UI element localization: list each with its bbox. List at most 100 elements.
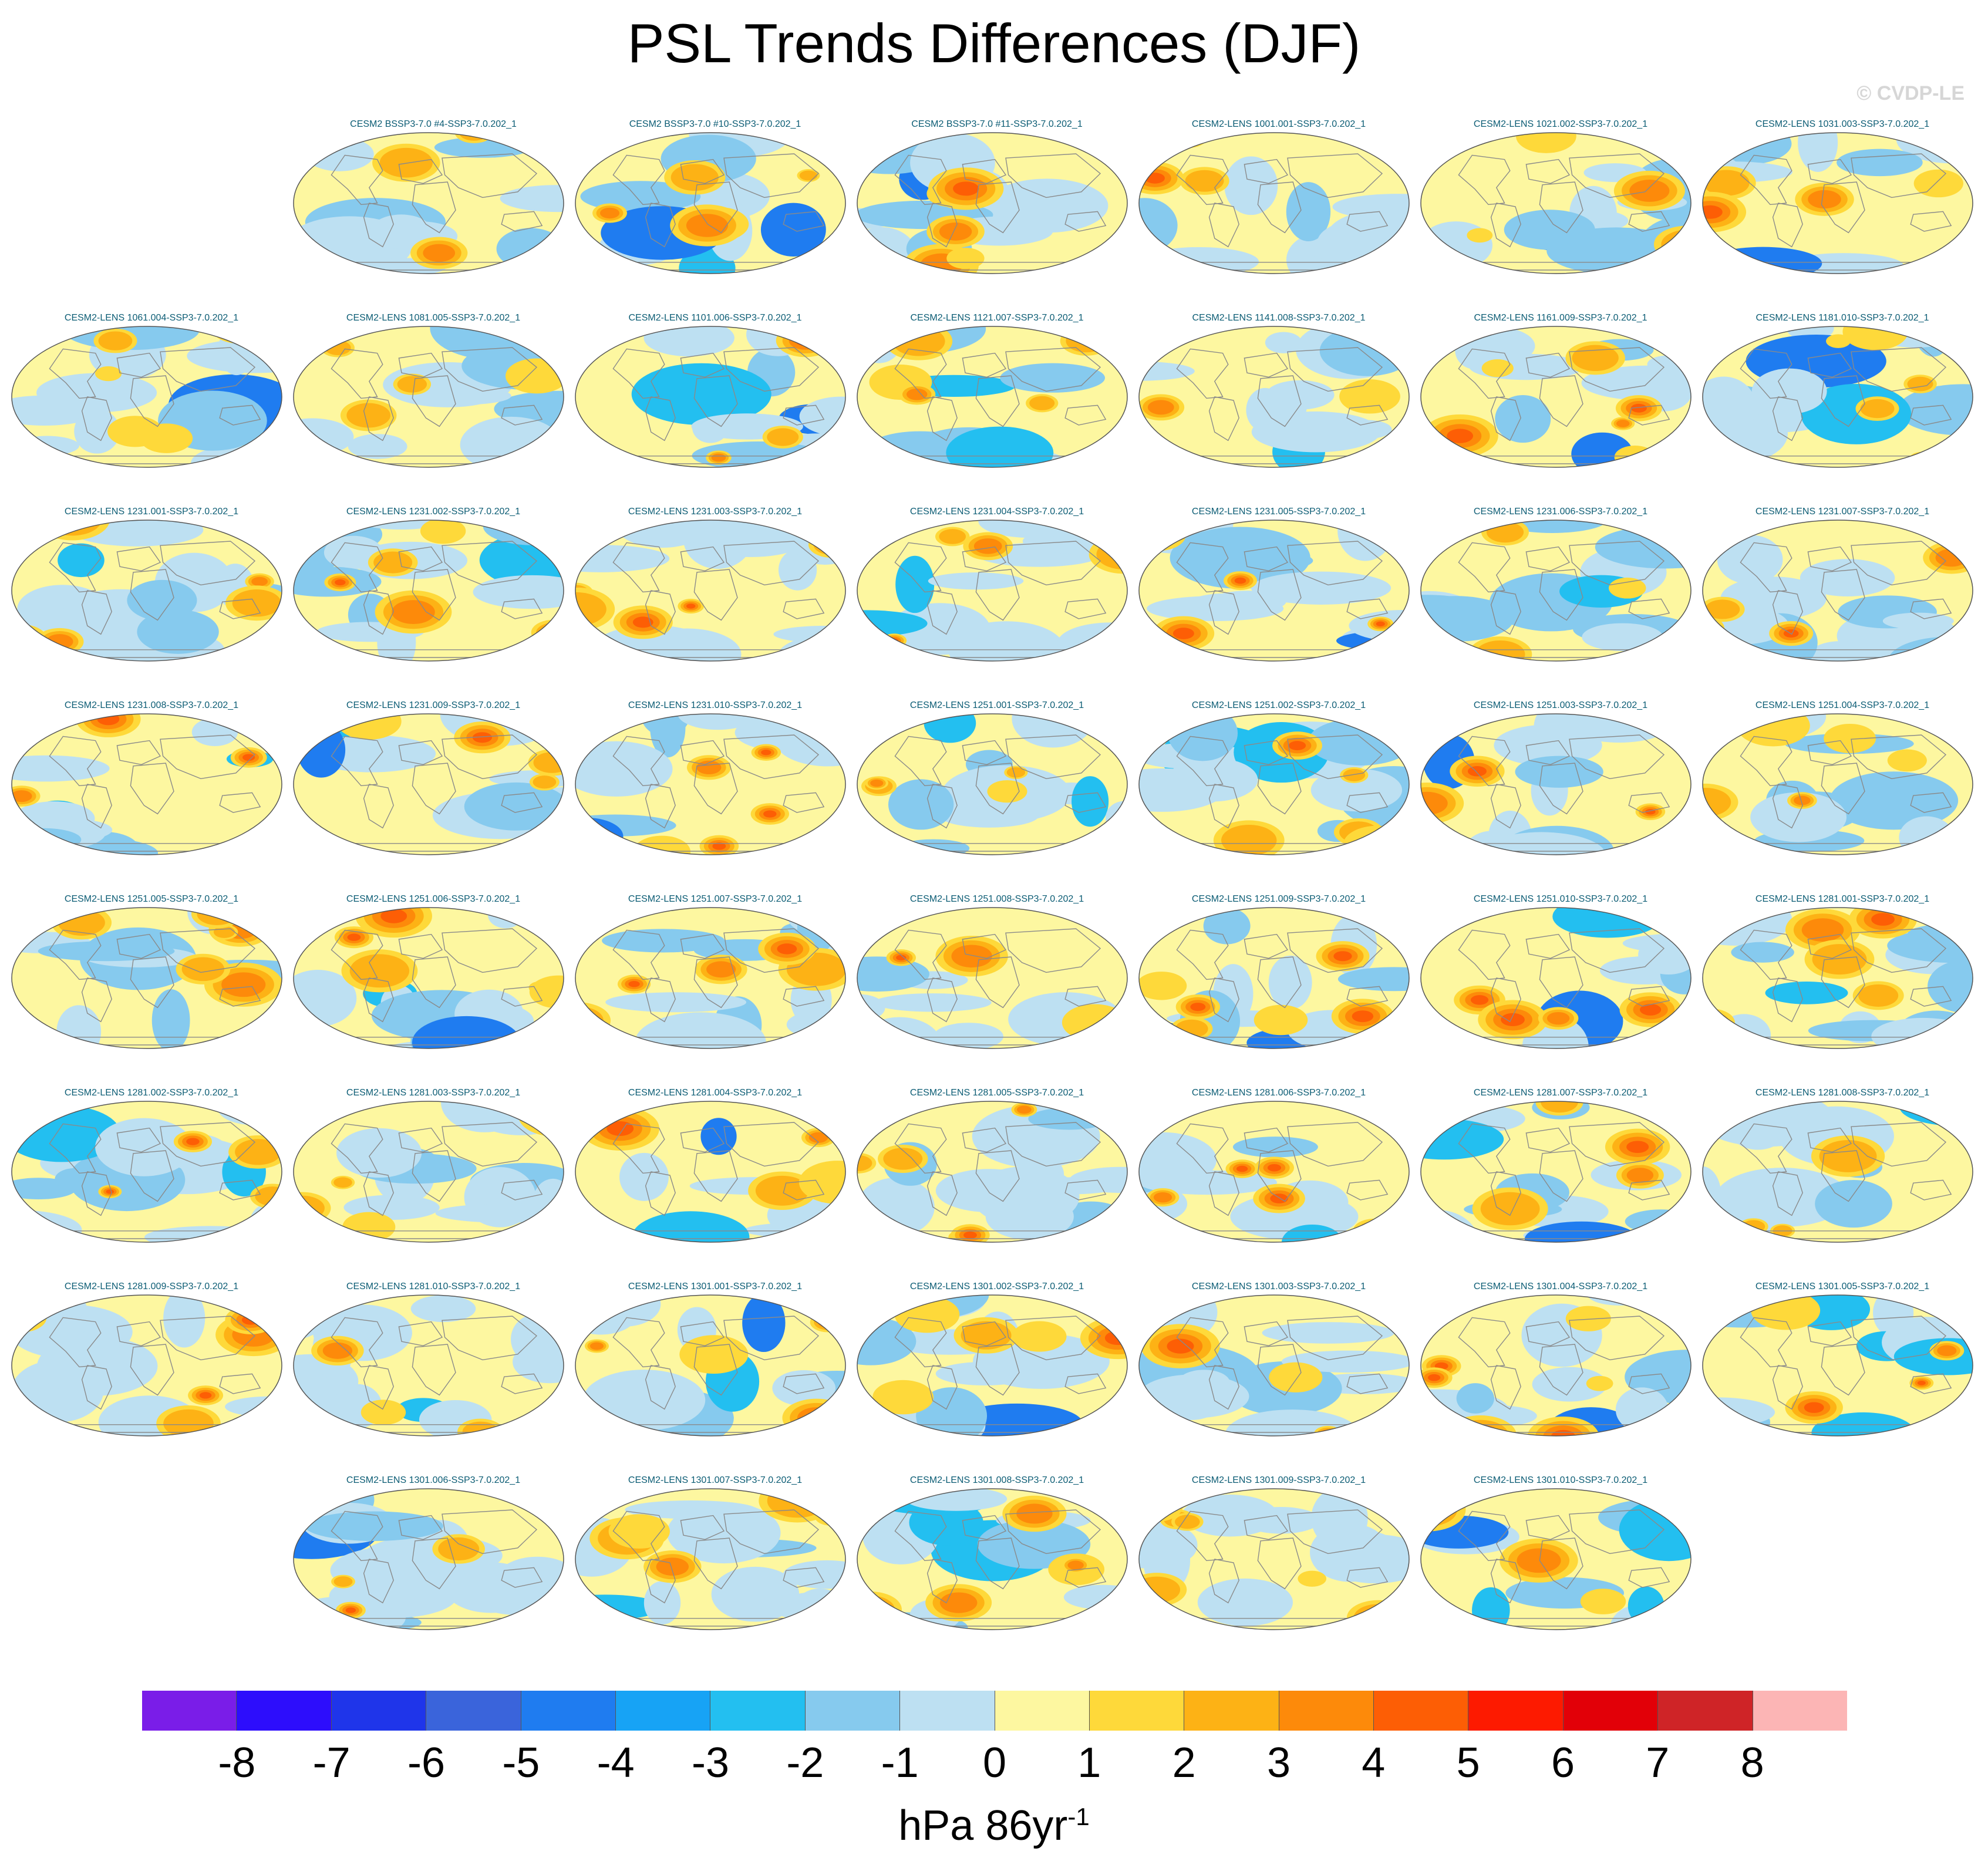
continent-outline (1628, 792, 1670, 813)
positive-anomaly-patch (106, 1189, 114, 1194)
positive-anomaly-patch (535, 525, 554, 535)
positive-anomaly-patch (821, 1319, 834, 1326)
colorbar-tick-label: -6 (407, 1739, 446, 1786)
continent-outline (1458, 1510, 1511, 1562)
map-border (1138, 520, 1410, 662)
positive-anomaly-patch (1178, 133, 1199, 144)
positive-anomaly-patch (1580, 1589, 1626, 1614)
map-panel-title: CESM2 BSSP3-7.0 #10-SSP3-7.0.202_1 (629, 119, 801, 129)
colorbar-tick-label: 8 (1740, 1739, 1764, 1786)
continent-outline (645, 1171, 676, 1216)
positive-anomaly-patch (1066, 329, 1107, 353)
positive-anomaly-patch (46, 634, 73, 649)
negative-anomaly-patch (1070, 520, 1127, 537)
negative-anomaly-patch (296, 722, 346, 778)
positive-anomaly-patch (763, 810, 777, 818)
negative-anomaly-patch (1028, 1108, 1110, 1130)
continent-outline (975, 569, 1020, 621)
continent-outline (1287, 734, 1383, 780)
continent-outline (116, 352, 161, 378)
positive-anomaly-patch (939, 222, 972, 241)
continent-outline (1525, 1515, 1571, 1540)
negative-anomaly-patch (1310, 768, 1403, 812)
positive-anomaly-patch (1172, 628, 1194, 639)
map-panel-title: CESM2-LENS 1281.007-SSP3-7.0.202_1 (1473, 1088, 1648, 1098)
positive-anomaly-patch (1339, 379, 1400, 414)
positive-anomaly-patch (789, 844, 811, 855)
positive-anomaly-patch (1470, 995, 1489, 1005)
positive-anomaly-patch (1269, 1362, 1323, 1392)
continent-outline (894, 542, 947, 593)
positive-anomaly-patch (438, 1537, 480, 1561)
negative-anomaly-patch (1524, 1221, 1639, 1242)
continent-outline (81, 977, 112, 1023)
map-border (293, 907, 564, 1049)
map-panel: CESM2-LENS 1061.004-SSP3-7.0.202_1 (11, 312, 292, 507)
continent-outline (1064, 1567, 1107, 1588)
psl-trend-map (857, 1488, 1128, 1630)
map-panel-title: CESM2-LENS 1281.010-SSP3-7.0.202_1 (346, 1282, 521, 1292)
continent-outline (962, 933, 1007, 959)
colorbar-box (521, 1691, 616, 1731)
continent-outline (962, 740, 1007, 766)
psl-trend-map (857, 907, 1128, 1049)
continent-outline (1458, 736, 1511, 787)
map-border (11, 520, 282, 662)
map-border (11, 713, 282, 855)
positive-anomaly-patch (472, 732, 492, 743)
positive-anomaly-patch (294, 828, 332, 855)
map-panel-title: CESM2-LENS 1251.009-SSP3-7.0.202_1 (1191, 894, 1366, 904)
map-border (575, 132, 846, 274)
map-panel: CESM2-LENS 1251.001-SSP3-7.0.202_1 (856, 700, 1138, 895)
positive-anomaly-patch (755, 1175, 809, 1206)
negative-anomaly-patch (163, 1295, 205, 1348)
positive-anomaly-patch (1609, 577, 1646, 599)
psl-trend-map (293, 520, 564, 662)
continent-outline (501, 404, 543, 426)
map-panel-title: CESM2-LENS 1231.009-SSP3-7.0.202_1 (346, 700, 521, 710)
negative-anomaly-patch (895, 555, 935, 613)
positive-anomaly-patch (397, 376, 427, 393)
positive-anomaly-patch (1801, 918, 1844, 942)
continent-outline (612, 542, 665, 593)
psl-trend-map (575, 713, 846, 855)
positive-anomaly-patch (1703, 1295, 1728, 1310)
psl-trend-map (1138, 907, 1410, 1049)
psl-trend-map (11, 713, 282, 855)
positive-anomaly-patch (1353, 1604, 1403, 1630)
psl-trend-map (1420, 1294, 1692, 1437)
continent-outline (1005, 1316, 1101, 1361)
continent-outline (894, 1510, 947, 1562)
positive-anomaly-patch (814, 1314, 842, 1330)
map-border (1702, 326, 1973, 468)
continent-outline (1244, 933, 1289, 959)
continent-outline (1740, 929, 1792, 980)
map-border (1702, 132, 1973, 274)
continent-outline (1208, 977, 1239, 1023)
continent-outline (1910, 792, 1952, 813)
continent-outline (1569, 1316, 1665, 1361)
continent-outline (975, 1537, 1020, 1590)
map-border (575, 907, 846, 1049)
map-panel-title: CESM2-LENS 1231.008-SSP3-7.0.202_1 (64, 700, 239, 710)
positive-anomaly-patch (1147, 400, 1174, 415)
colorbar-tick-label: -2 (786, 1739, 824, 1786)
map-panel-title: CESM2-LENS 1231.004-SSP3-7.0.202_1 (909, 507, 1084, 517)
continent-outline (1458, 348, 1511, 399)
negative-anomaly-patch (953, 1169, 1053, 1206)
continent-outline (331, 348, 383, 399)
negative-anomaly-patch (605, 992, 747, 1013)
continent-outline (49, 1317, 102, 1368)
positive-anomaly-patch (1515, 133, 1576, 153)
positive-anomaly-patch (670, 164, 719, 191)
continent-outline (1346, 1373, 1389, 1394)
map-panel: CESM2-LENS 1081.005-SSP3-7.0.202_1 (292, 312, 574, 507)
negative-anomaly-patch (1751, 368, 1827, 414)
colorbar-tick-label: -3 (691, 1739, 730, 1786)
continent-outline (1740, 154, 1792, 205)
map-border (857, 1488, 1128, 1630)
continent-outline (1005, 347, 1101, 392)
continent-outline (1525, 352, 1571, 378)
continent-outline (1458, 154, 1511, 205)
continent-outline (1287, 1122, 1383, 1167)
